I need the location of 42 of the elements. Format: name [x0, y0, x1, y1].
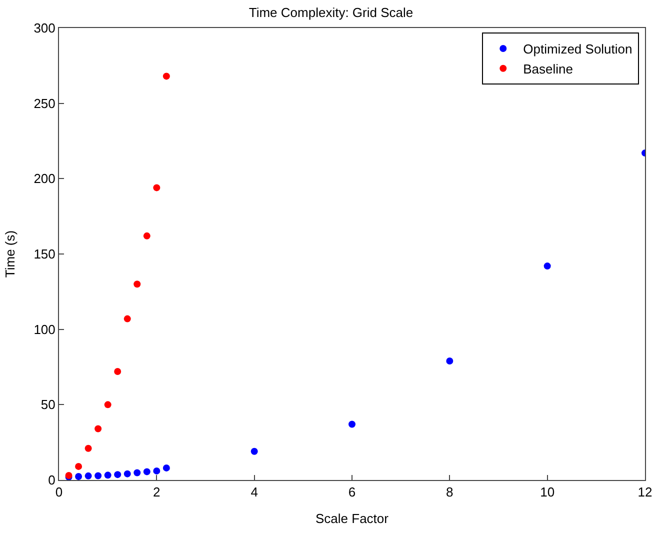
x-tick-label: 2 — [153, 484, 160, 500]
point — [250, 448, 258, 455]
point — [134, 469, 141, 476]
x-axis-title: Scale Factor — [316, 511, 390, 526]
point — [84, 472, 92, 480]
y-tick-label: 50 — [40, 397, 56, 412]
chart-title: Time Complexity: Grid Scale — [248, 5, 414, 20]
y-tick-label: 250 — [34, 96, 56, 111]
point — [124, 315, 131, 322]
point — [84, 444, 92, 452]
y-tick-label: 300 — [34, 20, 56, 36]
point — [162, 72, 170, 80]
x-tick-label: 4 — [250, 484, 258, 500]
y-tick-label: 100 — [34, 322, 56, 337]
point — [104, 401, 112, 408]
point — [104, 472, 112, 479]
point — [114, 471, 122, 478]
point — [348, 420, 356, 428]
legend-label: Optimized Solution — [523, 42, 632, 57]
y-tick-label: 200 — [34, 171, 56, 186]
point — [162, 464, 170, 472]
point — [114, 368, 122, 376]
point — [94, 425, 102, 432]
x-tick-label: 10 — [540, 484, 555, 500]
point — [153, 467, 160, 474]
x-tick-label: 8 — [446, 484, 454, 500]
point — [124, 470, 131, 478]
x-tick-label: 6 — [348, 484, 356, 500]
point — [544, 262, 551, 270]
legend-label: Baseline — [523, 61, 574, 76]
point — [143, 468, 150, 476]
point — [143, 232, 150, 240]
point — [134, 280, 141, 288]
point — [153, 184, 160, 192]
point — [75, 473, 82, 480]
y-axis-title: Time (s) — [2, 230, 18, 278]
y-tick-label: 150 — [34, 246, 56, 262]
point — [446, 357, 454, 364]
point — [94, 472, 102, 480]
x-tick-label: 12 — [638, 484, 652, 500]
point — [75, 462, 82, 470]
y-tick-label: 0 — [48, 472, 56, 488]
